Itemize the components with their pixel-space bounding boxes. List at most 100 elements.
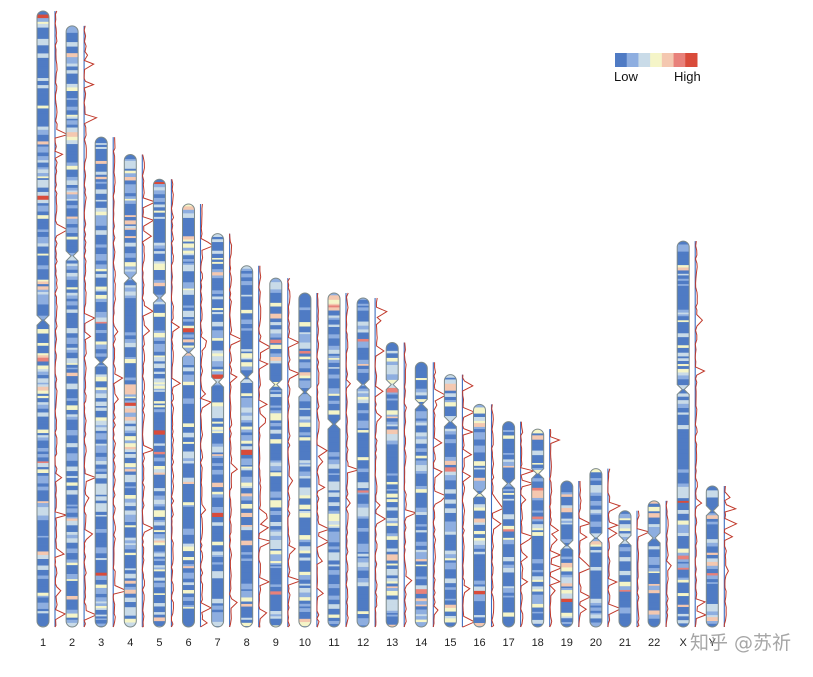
density-band — [240, 296, 253, 300]
density-band — [37, 319, 49, 324]
density-band — [415, 598, 428, 602]
density-band — [619, 528, 631, 532]
density-band — [386, 379, 399, 384]
density-band — [182, 247, 195, 252]
density-band — [386, 539, 399, 545]
density-band — [328, 315, 340, 319]
density-band — [182, 614, 195, 619]
density-band — [124, 459, 137, 464]
density-band — [182, 400, 195, 405]
density-band — [269, 381, 282, 386]
density-band — [269, 320, 282, 323]
density-band — [589, 580, 602, 586]
density-band — [269, 572, 282, 575]
density-band — [677, 312, 690, 315]
density-band — [211, 533, 224, 537]
density-band — [706, 583, 719, 587]
density-band — [240, 396, 253, 399]
density-band — [66, 85, 79, 88]
density-band — [240, 486, 253, 489]
density-band — [240, 460, 253, 466]
watermark: 知乎 @苏祈 — [689, 632, 791, 654]
density-band — [269, 416, 282, 421]
density-band — [560, 567, 573, 572]
density-band — [298, 539, 311, 543]
density-band — [444, 558, 457, 561]
density-band — [560, 520, 573, 524]
legend-swatch — [626, 53, 639, 67]
density-band — [357, 447, 370, 451]
density-band — [153, 499, 166, 505]
density-band — [124, 291, 137, 296]
density-band — [648, 503, 661, 508]
density-band — [473, 413, 486, 418]
density-band — [502, 564, 515, 569]
density-band — [298, 456, 311, 461]
density-band — [182, 388, 195, 393]
density-band — [37, 608, 49, 612]
density-band — [95, 309, 108, 313]
density-band — [502, 492, 515, 496]
density-band — [37, 199, 49, 204]
density-band — [444, 583, 457, 588]
density-band — [95, 179, 108, 183]
density-band — [124, 225, 137, 229]
density-band — [706, 615, 719, 618]
density-band — [124, 246, 137, 250]
density-band — [95, 498, 108, 502]
density-band — [95, 207, 108, 213]
density-band — [182, 441, 195, 445]
density-band — [502, 459, 515, 463]
density-band — [66, 42, 79, 47]
density-band — [269, 581, 282, 585]
density-band — [328, 388, 340, 392]
density-band — [386, 452, 399, 456]
density-band — [211, 433, 224, 438]
density-band — [677, 396, 690, 401]
density-band — [648, 590, 661, 594]
chromosome-X — [676, 240, 708, 628]
density-band — [328, 433, 340, 439]
density-band — [182, 319, 195, 323]
density-band — [298, 484, 311, 488]
density-band — [66, 427, 79, 431]
density-band — [66, 419, 79, 425]
density-band — [240, 560, 253, 564]
density-band — [240, 422, 253, 427]
density-band — [677, 601, 690, 606]
density-band — [37, 617, 49, 621]
density-band — [444, 534, 457, 540]
density-band — [95, 390, 108, 394]
density-band — [240, 381, 253, 384]
density-band — [386, 588, 399, 592]
density-band — [66, 447, 79, 451]
density-band — [153, 414, 166, 420]
density-band — [211, 556, 224, 561]
density-band — [677, 490, 690, 495]
density-band — [269, 433, 282, 437]
density-band — [211, 474, 224, 479]
density-band — [124, 622, 137, 627]
density-band — [677, 548, 690, 554]
density-band — [153, 327, 166, 331]
density-band — [648, 531, 661, 537]
density-band — [182, 546, 195, 552]
density-band — [66, 200, 79, 206]
density-band — [677, 432, 690, 437]
density-band — [211, 236, 224, 240]
density-band — [648, 561, 661, 566]
density-band — [211, 511, 224, 514]
density-band — [240, 603, 253, 607]
density-band — [37, 390, 49, 395]
density-band — [37, 588, 49, 594]
density-band — [211, 482, 224, 488]
density-band — [677, 316, 690, 321]
density-band — [153, 609, 166, 613]
chromosome-15-bands — [444, 374, 457, 627]
density-band — [182, 585, 195, 589]
density-band — [124, 322, 137, 326]
density-band — [182, 392, 195, 396]
density-band — [95, 360, 108, 364]
density-band — [589, 575, 602, 580]
density-band — [153, 212, 166, 218]
